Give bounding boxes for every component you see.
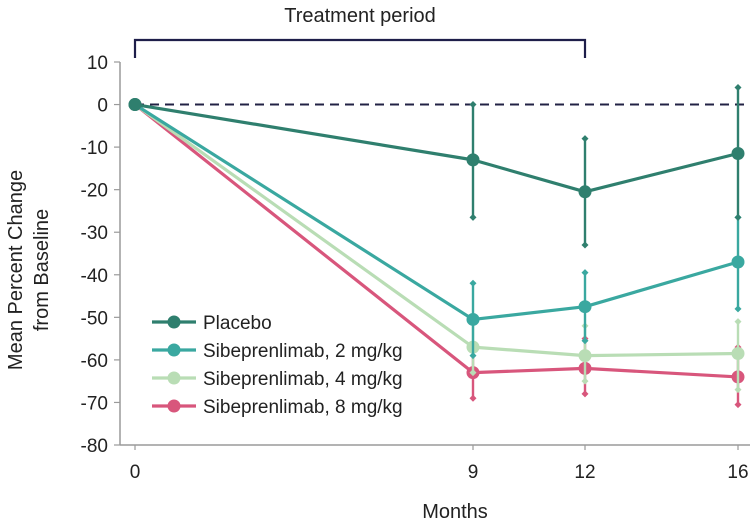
error-cap-low <box>581 390 589 398</box>
y-axis-title-line-1: Mean Percent Change <box>5 170 27 370</box>
error-cap-high <box>469 101 477 109</box>
error-cap-low <box>734 401 742 409</box>
y-tick-label: -20 <box>81 181 108 202</box>
series-0 <box>128 84 745 249</box>
series-line <box>134 103 739 379</box>
legend-swatch-marker <box>167 343 181 357</box>
error-cap-high <box>469 279 477 287</box>
y-tick-label: -10 <box>81 138 108 159</box>
y-tick-label: -30 <box>81 223 108 244</box>
error-cap-low <box>581 241 589 249</box>
legend-swatch-marker <box>167 371 181 385</box>
legend-swatch-marker <box>167 399 181 413</box>
y-tick-label: 0 <box>97 96 108 117</box>
data-point <box>466 153 480 167</box>
series-line <box>134 102 739 194</box>
bracket-line <box>133 38 587 58</box>
treatment-period-bracket <box>133 38 587 58</box>
series-line <box>134 103 739 322</box>
axes <box>119 62 750 446</box>
error-cap-low <box>734 386 742 394</box>
error-cap-high <box>581 269 589 277</box>
data-point <box>578 300 592 314</box>
error-cap-high <box>734 84 742 92</box>
x-tick-label: 12 <box>574 462 595 483</box>
legend-label: Sibeprenlimab, 4 mg/kg <box>203 369 403 390</box>
legend-label: Placebo <box>203 313 272 334</box>
y-tick-label: -40 <box>81 266 108 287</box>
error-cap-low <box>581 337 589 345</box>
data-point <box>466 312 480 326</box>
error-cap-low <box>734 305 742 313</box>
error-cap-low <box>581 377 589 385</box>
data-series <box>128 84 745 409</box>
legend-item: Sibeprenlimab, 4 mg/kg <box>152 369 403 390</box>
x-tick-label: 0 <box>130 462 141 483</box>
legend: Placebo Sibeprenlimab, 2 mg/kg Sibeprenlim… <box>152 313 403 418</box>
legend-item: Sibeprenlimab, 2 mg/kg <box>152 341 403 362</box>
treatment-period-label: Treatment period <box>284 5 436 27</box>
data-point <box>578 185 592 199</box>
y-axis-title-line-2: from Baseline <box>31 209 53 331</box>
y-tick-label: -50 <box>81 308 108 329</box>
y-tick-label: 10 <box>87 53 108 74</box>
legend-label: Sibeprenlimab, 2 mg/kg <box>203 341 403 362</box>
data-point <box>578 349 592 363</box>
error-cap-high <box>581 135 589 143</box>
error-cap-low <box>734 213 742 221</box>
error-cap-low <box>469 213 477 221</box>
legend-item: Placebo <box>152 313 272 334</box>
legend-item: Sibeprenlimab, 8 mg/kg <box>152 397 403 418</box>
x-tick-label: 16 <box>727 462 748 483</box>
legend-label: Sibeprenlimab, 8 mg/kg <box>203 397 403 418</box>
x-tick-label: 9 <box>468 462 479 483</box>
y-axis-ticks: 10 0 -10 -20 -30 -40 -50 -60 -70 -80 <box>81 53 120 457</box>
error-cap-low <box>469 369 477 377</box>
error-cap-high <box>734 318 742 326</box>
y-tick-label: -70 <box>81 393 108 414</box>
y-tick-label: -80 <box>81 436 108 457</box>
data-point <box>731 255 745 269</box>
x-axis-ticks: 0 9 12 16 <box>130 445 749 483</box>
error-cap-low <box>469 352 477 360</box>
data-point <box>128 98 142 112</box>
x-axis-title: Months <box>422 501 488 523</box>
series-line <box>134 103 739 358</box>
error-cap-low <box>469 394 477 402</box>
y-tick-label: -60 <box>81 351 108 372</box>
data-point <box>731 347 745 361</box>
data-point <box>731 146 745 160</box>
legend-swatch-marker <box>167 315 181 329</box>
